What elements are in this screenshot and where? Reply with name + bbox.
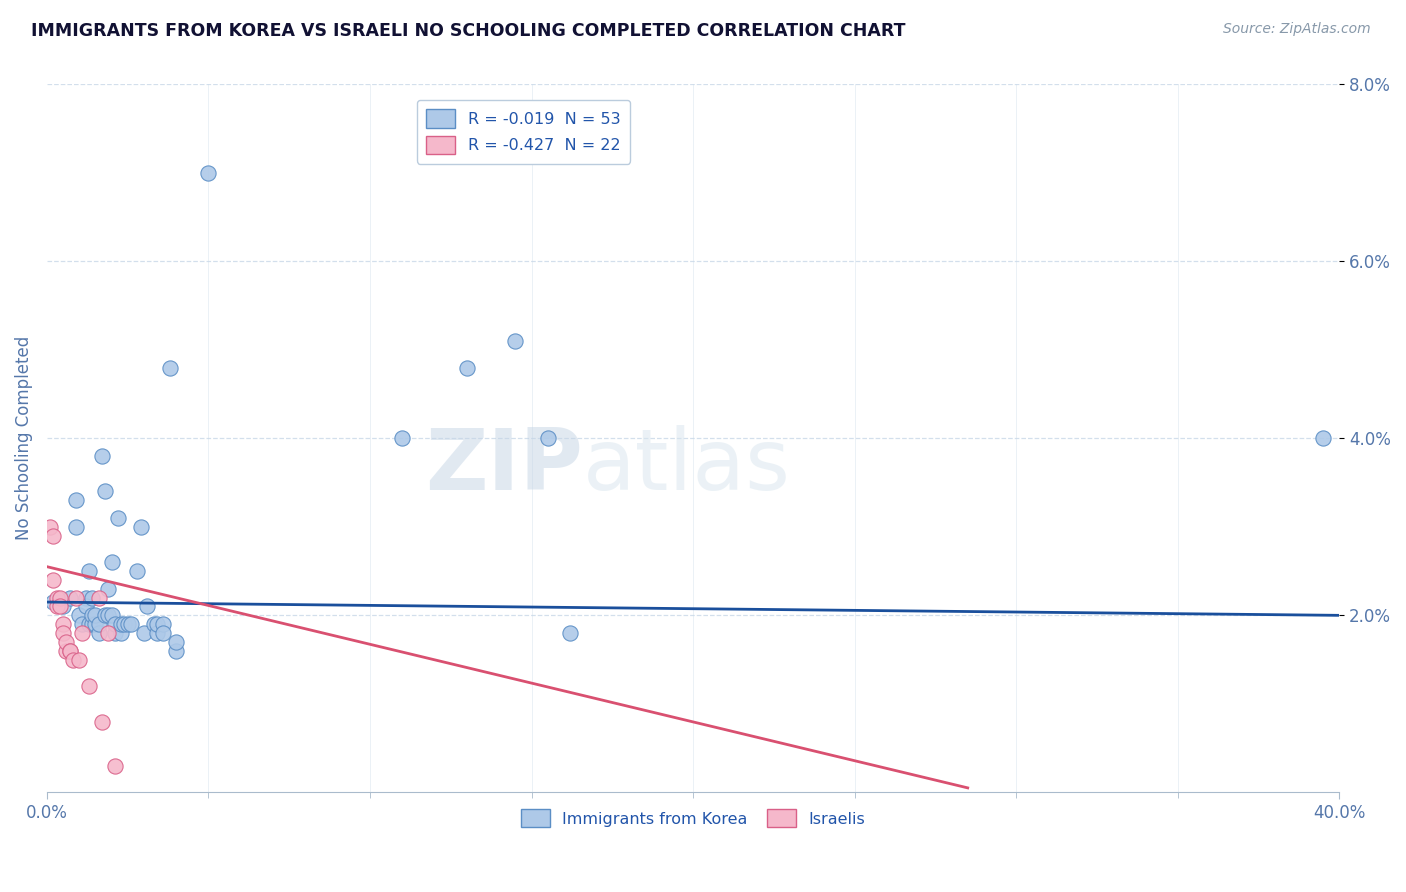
- Text: ZIP: ZIP: [426, 425, 583, 508]
- Point: [97, 608, 120, 623]
- Point: [77, 679, 100, 693]
- Point: [52, 599, 75, 614]
- Point: [100, 555, 122, 569]
- Point: [537, 431, 560, 445]
- Point: [77, 617, 100, 632]
- Point: [82, 608, 104, 623]
- Text: atlas: atlas: [583, 425, 792, 508]
- Point: [77, 564, 100, 578]
- Text: IMMIGRANTS FROM KOREA VS ISRAELI NO SCHOOLING COMPLETED CORRELATION CHART: IMMIGRANTS FROM KOREA VS ISRAELI NO SCHO…: [31, 22, 905, 40]
- Point: [84, 617, 107, 632]
- Point: [120, 617, 142, 632]
- Point: [72, 626, 94, 640]
- Point: [114, 617, 136, 632]
- Point: [58, 644, 80, 658]
- Point: [117, 617, 139, 632]
- Point: [55, 644, 77, 658]
- Point: [52, 626, 75, 640]
- Point: [87, 617, 110, 632]
- Point: [136, 599, 159, 614]
- Point: [82, 617, 104, 632]
- Point: [49, 591, 72, 605]
- Point: [456, 360, 478, 375]
- Point: [129, 520, 152, 534]
- Point: [42, 595, 65, 609]
- Point: [104, 626, 127, 640]
- Point: [42, 573, 65, 587]
- Point: [87, 626, 110, 640]
- Point: [97, 582, 120, 596]
- Point: [197, 166, 219, 180]
- Point: [100, 608, 122, 623]
- Point: [505, 334, 527, 348]
- Point: [45, 591, 67, 605]
- Point: [107, 511, 129, 525]
- Point: [75, 599, 97, 614]
- Point: [52, 617, 75, 632]
- Point: [132, 626, 155, 640]
- Point: [97, 626, 120, 640]
- Point: [49, 599, 72, 614]
- Point: [82, 591, 104, 605]
- Point: [58, 644, 80, 658]
- Legend: Immigrants from Korea, Israelis: Immigrants from Korea, Israelis: [515, 803, 872, 834]
- Point: [145, 626, 167, 640]
- Point: [49, 595, 72, 609]
- Point: [165, 644, 187, 658]
- Point: [110, 626, 132, 640]
- Point: [84, 608, 107, 623]
- Point: [65, 591, 87, 605]
- Point: [104, 758, 127, 772]
- Point: [1312, 431, 1334, 445]
- Point: [67, 608, 90, 623]
- Point: [145, 617, 167, 632]
- Point: [127, 564, 149, 578]
- Point: [104, 617, 127, 632]
- Y-axis label: No Schooling Completed: No Schooling Completed: [15, 336, 32, 541]
- Point: [90, 714, 112, 729]
- Point: [45, 599, 67, 614]
- Point: [72, 617, 94, 632]
- Point: [58, 591, 80, 605]
- Point: [65, 493, 87, 508]
- Point: [142, 617, 165, 632]
- Point: [152, 626, 174, 640]
- Point: [42, 529, 65, 543]
- Point: [110, 617, 132, 632]
- Text: Source: ZipAtlas.com: Source: ZipAtlas.com: [1223, 22, 1371, 37]
- Point: [560, 626, 582, 640]
- Point: [75, 591, 97, 605]
- Point: [391, 431, 413, 445]
- Point: [65, 520, 87, 534]
- Point: [94, 484, 117, 499]
- Point: [90, 449, 112, 463]
- Point: [87, 591, 110, 605]
- Point: [39, 520, 62, 534]
- Point: [55, 635, 77, 649]
- Point: [67, 652, 90, 666]
- Point: [94, 608, 117, 623]
- Point: [62, 652, 84, 666]
- Point: [165, 635, 187, 649]
- Point: [152, 617, 174, 632]
- Point: [159, 360, 181, 375]
